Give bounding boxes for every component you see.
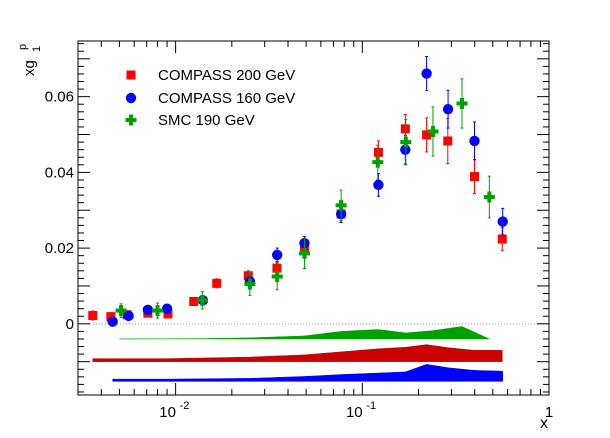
data-point-smc-190	[483, 191, 495, 203]
data-point-compass-160	[142, 304, 154, 316]
data-point-smc-190	[271, 270, 283, 282]
data-point-smc-190	[196, 294, 208, 306]
data-point-smc-190	[152, 305, 164, 317]
y-axis-label-superscript: p	[17, 44, 29, 50]
data-point-compass-200	[373, 147, 383, 157]
y-axis-label-subscript: 1	[31, 46, 43, 52]
data-point-smc-190-v	[430, 125, 435, 137]
data-point-compass-160	[421, 68, 432, 79]
legend-marker-smc-190-v	[129, 114, 133, 126]
y-tick-label: 0.06	[45, 89, 74, 106]
data-point-compass-160	[442, 103, 454, 115]
data-point-smc-190	[372, 156, 384, 168]
legend-item-compass-200: COMPASS 200 GeV	[126, 67, 295, 84]
data-point-smc-190-v	[275, 270, 280, 282]
systematic-band-2	[112, 364, 503, 382]
y-tick-label: 0.02	[45, 240, 74, 257]
y-axis-label: xg	[21, 60, 38, 76]
data-point-smc-190-v	[487, 191, 492, 203]
data-point-smc-190	[456, 97, 468, 109]
data-point-smc-190	[115, 305, 127, 317]
data-point-smc-190-v	[119, 305, 124, 317]
data-point-smc-190-v	[339, 199, 344, 211]
data-point-compass-200	[106, 312, 116, 322]
legend-label-compass-160: COMPASS 160 GeV	[158, 90, 295, 107]
data-series-layer	[88, 56, 508, 327]
data-point-compass-160	[107, 316, 118, 327]
data-point-compass-200	[470, 172, 480, 182]
y-tick-label: 0.04	[45, 164, 74, 181]
systematic-bands-layer	[92, 326, 503, 382]
data-point-compass-160	[123, 310, 134, 322]
data-point-compass-200	[212, 278, 222, 288]
data-point-compass-200	[163, 309, 173, 319]
legend-item-compass-160: COMPASS 160 GeV	[125, 90, 295, 107]
data-point-compass-200	[243, 271, 253, 281]
x-axis-label: x	[540, 415, 548, 432]
legend: COMPASS 200 GeV COMPASS 160 GeV SMC 190 …	[125, 67, 295, 129]
data-point-smc-190	[244, 278, 256, 290]
data-point-smc-190-v	[155, 305, 160, 317]
y-tick-label: 0	[66, 316, 74, 333]
data-point-compass-200	[189, 296, 199, 306]
data-point-compass-200	[497, 234, 507, 244]
data-point-smc-190-v	[375, 156, 380, 168]
x-tick-label-exponent: -1	[366, 400, 376, 412]
y-axis-title: xg 1 p	[17, 44, 43, 76]
data-point-compass-200	[88, 310, 98, 320]
systematic-band-1	[92, 344, 503, 362]
data-point-smc-190	[335, 199, 347, 211]
x-tick-label: 1	[545, 404, 553, 421]
data-point-smc-190	[427, 125, 439, 137]
legend-label-compass-200: COMPASS 200 GeV	[158, 67, 295, 84]
systematic-band-0	[119, 326, 490, 340]
legend-marker-smc-190	[125, 114, 137, 126]
legend-marker-compass-200	[126, 70, 136, 80]
data-point-compass-200	[422, 130, 432, 140]
data-point-compass-160	[161, 303, 173, 314]
legend-item-smc-190: SMC 190 GeV	[125, 112, 255, 129]
series-smc-190	[115, 78, 495, 319]
x-tick-label: 10	[346, 404, 363, 421]
x-tick-label-exponent: -2	[180, 400, 190, 412]
legend-label-smc-190: SMC 190 GeV	[158, 112, 255, 129]
data-point-compass-200	[443, 136, 453, 146]
data-point-smc-190-v	[302, 247, 307, 259]
data-point-compass-160	[373, 179, 384, 191]
x-tick-label: 10	[159, 404, 176, 421]
data-point-smc-190-v	[247, 278, 252, 290]
axis-ticks-layer: 10 -2 10 -1 100.020.040.06	[45, 41, 553, 421]
data-point-smc-190-v	[200, 294, 205, 306]
data-point-smc-190	[298, 247, 310, 259]
data-point-compass-160	[497, 216, 508, 227]
legend-marker-compass-160	[125, 92, 137, 104]
data-point-compass-160	[271, 249, 283, 261]
data-point-smc-190-v	[403, 136, 408, 148]
data-point-smc-190-v	[460, 97, 465, 109]
data-point-compass-160	[469, 135, 480, 147]
data-point-smc-190	[400, 136, 412, 148]
